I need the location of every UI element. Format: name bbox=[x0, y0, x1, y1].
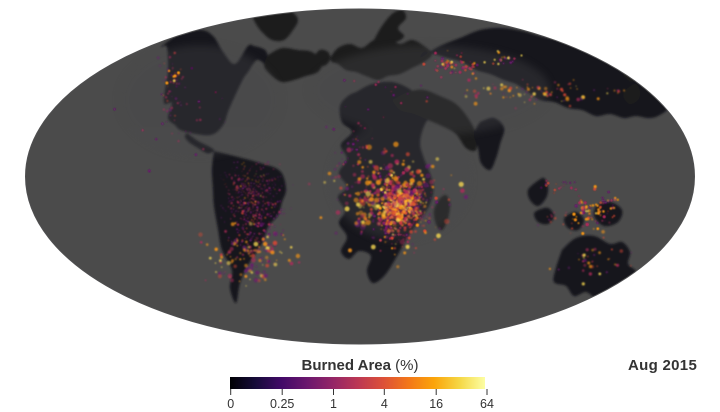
svg-text:4: 4 bbox=[381, 397, 388, 411]
svg-text:64: 64 bbox=[480, 397, 494, 411]
svg-text:0: 0 bbox=[227, 397, 234, 411]
svg-text:1: 1 bbox=[330, 397, 337, 411]
svg-text:16: 16 bbox=[429, 397, 443, 411]
svg-text:0.25: 0.25 bbox=[270, 397, 294, 411]
